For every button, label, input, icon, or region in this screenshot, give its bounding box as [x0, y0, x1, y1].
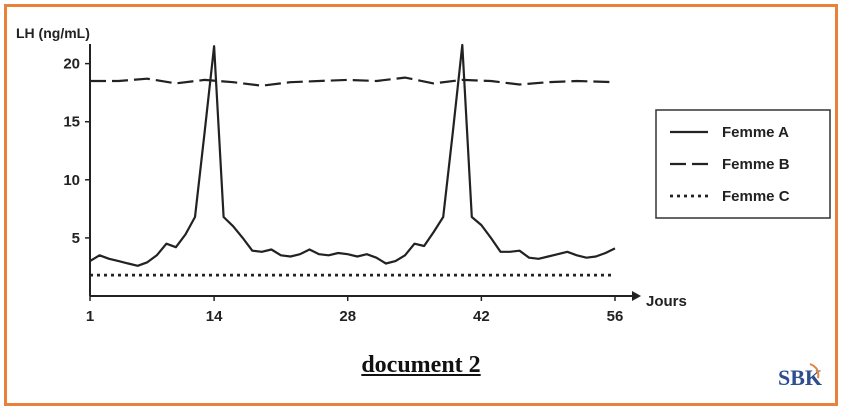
x-tick-label: 56 [607, 308, 624, 325]
series-line-femme-a [89, 43, 616, 267]
series-lines [89, 43, 616, 277]
x-tick-label: 42 [473, 308, 490, 325]
document-caption: document 2 [361, 352, 481, 378]
x-axis-label: Jours [646, 293, 687, 310]
lh-chart: LH (ng/mL) Jours 5 10 15 20 1 14 28 42 56 Femme … [16, 25, 831, 325]
y-axis-label: LH (ng/mL) [16, 25, 90, 41]
y-tick-label: 20 [63, 56, 80, 73]
x-tick-label: 14 [206, 308, 223, 325]
x-tick-label: 28 [339, 308, 356, 325]
legend-label: Femme A [722, 124, 789, 141]
y-tick-label: 5 [72, 230, 80, 247]
legend: Femme A Femme B Femme C [655, 109, 831, 219]
sbk-logo: SBK [778, 363, 822, 390]
y-tick-label: 15 [63, 114, 80, 131]
legend-label: Femme C [722, 188, 790, 205]
y-tick-label: 10 [63, 172, 80, 189]
axis-ticks: 5 10 15 20 1 14 28 42 56 [63, 56, 623, 325]
x-tick-label: 1 [86, 308, 94, 325]
series-line-femme-b [90, 76, 616, 87]
svg-text:SBK: SBK [778, 365, 822, 390]
legend-label: Femme B [722, 156, 790, 173]
x-axis-arrowhead [632, 291, 641, 301]
